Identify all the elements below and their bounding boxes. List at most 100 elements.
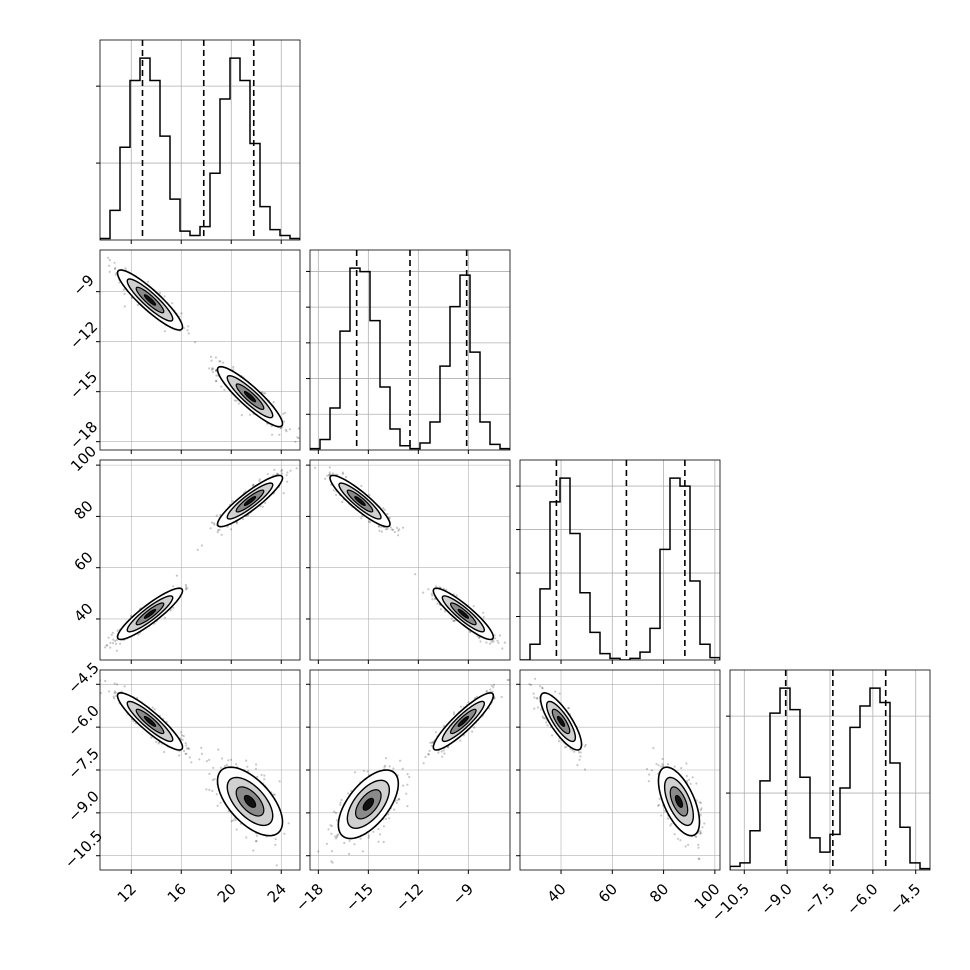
scatter-point <box>215 514 218 517</box>
scatter-point <box>666 817 670 820</box>
scatter-point <box>393 531 396 534</box>
scatter-point <box>372 830 375 833</box>
scatter-point <box>180 312 183 315</box>
scatter-point <box>698 858 701 861</box>
scatter-point <box>328 471 331 474</box>
y-tick-label: −7.5 <box>64 744 102 782</box>
scatter-point <box>240 414 243 417</box>
scatter-point <box>398 798 401 801</box>
scatter-point <box>539 708 543 711</box>
scatter-point <box>114 273 117 276</box>
scatter-point <box>691 776 694 779</box>
scatter-point <box>330 832 333 836</box>
scatter-point <box>533 696 536 699</box>
scatter-point <box>661 763 664 766</box>
scatter-point <box>113 697 116 700</box>
scatter-point <box>347 792 350 795</box>
panel-frame <box>309 249 511 451</box>
scatter-point <box>115 649 118 652</box>
scatter-point <box>194 341 197 344</box>
scatter-point <box>471 730 474 733</box>
scatter-point <box>113 692 116 695</box>
scatter-point <box>396 799 399 802</box>
scatter-point <box>500 695 503 699</box>
scatter-point <box>380 530 383 533</box>
contour-core <box>457 715 470 727</box>
scatter-point <box>252 849 255 852</box>
scatter-point <box>297 437 300 440</box>
scatter-point <box>335 819 339 822</box>
scatter-point <box>258 479 261 483</box>
scatter-point <box>190 761 193 764</box>
scatter-point <box>157 742 160 745</box>
scatter-point <box>252 483 255 486</box>
scatter-point <box>493 697 496 700</box>
scatter-point <box>699 813 702 816</box>
scatter-point <box>384 817 388 821</box>
scatter-point <box>288 428 291 431</box>
scatter-point <box>214 356 217 359</box>
scatter-point <box>187 747 190 750</box>
scatter-point <box>136 303 139 307</box>
scatter-point <box>115 642 118 646</box>
scatter-point <box>110 633 113 636</box>
scatter-point <box>284 411 287 414</box>
scatter-point <box>431 598 434 601</box>
scatter-point <box>366 770 369 773</box>
scatter-point <box>235 828 238 831</box>
histogram-panel-1 <box>306 249 511 454</box>
scatter-point <box>115 683 119 686</box>
scatter-point <box>388 517 391 520</box>
scatter-point <box>263 778 266 781</box>
scatter-point <box>387 813 390 816</box>
scatter-point <box>230 758 233 761</box>
scatter-point <box>488 707 491 710</box>
scatter-point <box>273 468 276 471</box>
scatter-point <box>699 831 702 835</box>
scatter-point <box>232 819 235 822</box>
scatter-point <box>83 241 85 243</box>
scatter-point <box>336 835 339 839</box>
scatter-point <box>492 640 495 643</box>
scatter-point <box>685 774 688 778</box>
panel-frame <box>99 39 301 241</box>
scatter-point <box>184 583 187 586</box>
scatter-point <box>273 793 276 796</box>
scatter-point <box>382 825 385 828</box>
scatter-point <box>181 738 184 741</box>
scatter-point <box>115 639 118 642</box>
scatter-point <box>241 518 245 521</box>
scatter-point <box>107 690 111 693</box>
scatter-point <box>361 850 364 853</box>
scatter-point <box>246 765 249 768</box>
contour-core <box>243 496 257 507</box>
scatter-point <box>183 749 186 753</box>
scatter-point <box>275 864 278 867</box>
histogram-step <box>100 57 300 240</box>
x-tick-label: −7.5 <box>800 880 838 918</box>
scatter-point <box>122 288 125 291</box>
scatter-point <box>428 749 431 753</box>
scatter-point <box>533 707 536 710</box>
scatter-point <box>185 747 189 750</box>
scatter-point <box>335 493 338 496</box>
scatter-point <box>261 505 264 508</box>
scatter-point <box>163 330 166 333</box>
scatter-point <box>554 690 557 693</box>
scatter-point <box>657 764 660 767</box>
scatter-point <box>112 695 115 698</box>
scatter-point <box>284 428 287 431</box>
scatter-point <box>397 534 400 537</box>
scatter-point <box>172 585 175 588</box>
scatter-point <box>475 695 478 698</box>
scatter-point <box>220 533 223 536</box>
scatter-point <box>567 706 570 710</box>
scatter-point <box>488 642 492 645</box>
scatter-point <box>171 302 174 305</box>
scatter-point <box>186 587 189 590</box>
scatter-point <box>377 840 380 843</box>
scatter-point <box>119 642 122 645</box>
scatter-point <box>539 685 542 688</box>
scatter-point <box>283 832 286 835</box>
scatter-point <box>289 469 292 472</box>
